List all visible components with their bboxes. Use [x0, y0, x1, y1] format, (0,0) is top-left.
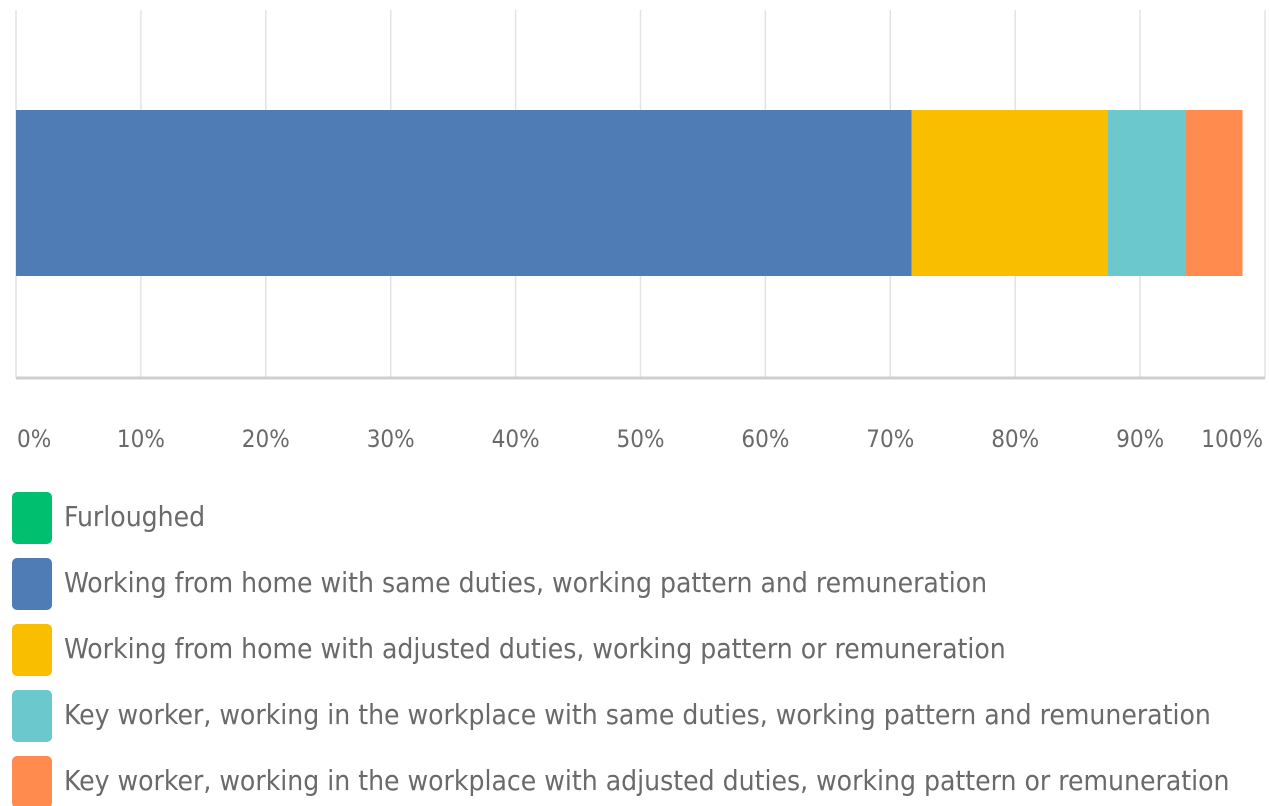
- legend-swatch: [12, 690, 52, 742]
- legend-label: Furloughed: [64, 500, 205, 533]
- bar-segment: [16, 110, 912, 276]
- x-tick-label: 40%: [492, 425, 540, 453]
- legend-label: Key worker, working in the workplace wit…: [64, 698, 1211, 731]
- legend-swatch: [12, 558, 52, 610]
- x-tick-label: 80%: [991, 425, 1039, 453]
- x-tick-label: 30%: [367, 425, 415, 453]
- x-tick-label: 90%: [1116, 425, 1164, 453]
- x-tick-label: 100%: [1201, 425, 1263, 453]
- bar-segment: [1185, 110, 1243, 276]
- legend-swatch: [12, 624, 52, 676]
- x-tick-label: 50%: [617, 425, 665, 453]
- legend-label: Key worker, working in the workplace wit…: [64, 764, 1230, 797]
- legend-swatch: [12, 756, 52, 806]
- x-tick-label: 20%: [242, 425, 290, 453]
- x-tick-label: 10%: [117, 425, 165, 453]
- legend-label: Working from home with same duties, work…: [64, 566, 987, 599]
- x-tick-label: 0%: [17, 425, 51, 453]
- bar-segment: [1107, 110, 1186, 276]
- legend-swatch: [12, 492, 52, 544]
- x-tick-label: 60%: [741, 425, 789, 453]
- legend-label: Working from home with adjusted duties, …: [64, 632, 1006, 665]
- bar-segment: [911, 110, 1108, 276]
- x-tick-label: 70%: [866, 425, 914, 453]
